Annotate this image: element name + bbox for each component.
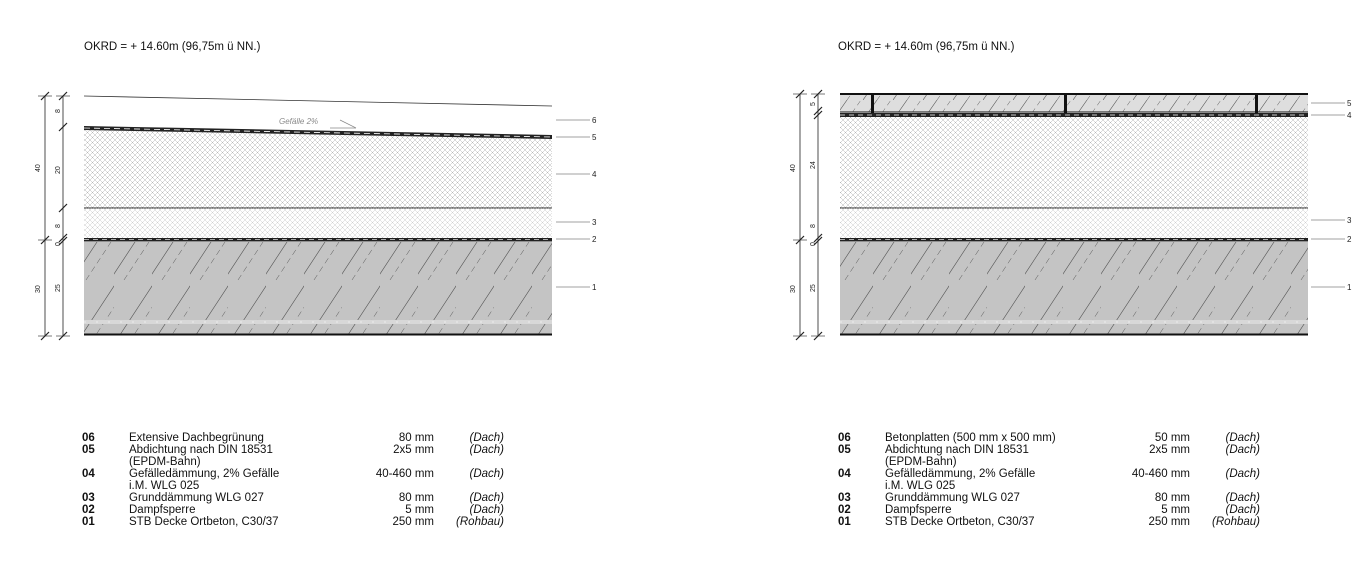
layer-label-4: 4 [592,170,597,179]
dim-inner-1: 8 [55,109,62,113]
layer-label-3: 3 [1347,216,1352,225]
dim-inner-2: 24 [810,161,817,169]
dim-inner-2: 20 [55,166,62,174]
legend-row: 04 Gefälledämmung, 2% Gefälle 40-460 mm (Da… [82,468,504,480]
dim-outer-2: 30 [790,285,797,293]
dim-inner-5: 25 [810,284,817,292]
layer-legend: 06 Betonplatten (500 mm x 500 mm) 50 mm (Da… [838,432,1358,528]
detail-green-roof: OKRD = + 14.60m (96,75m ü NN.) 40 30 8 2… [0,0,683,561]
dim-inner-4: 0 [810,242,817,246]
legend-row: 03 Grunddämmung WLG 027 80 mm (Dach) [82,492,504,504]
dim-inner-3: 8 [810,224,817,228]
dim-inner-5: 25 [55,284,62,292]
slope-note: Gefälle 2% [279,117,318,126]
layer-1-concrete-slab [840,242,1308,334]
okrd-title: OKRD = + 14.60m (96,75m ü NN.) [838,41,1015,53]
legend-row: 05 Abdichtung nach DIN 18531 2x5 mm (Dach) [838,444,1260,456]
roof-section-drawing: 40 30 8 20 8 0 25 Gefälle 2% [35,91,597,341]
layer-label-5: 5 [592,133,597,142]
dim-outer-1: 40 [790,164,797,172]
layer-4-insulation [84,130,552,208]
layer-1-concrete-slab [84,242,552,334]
okrd-title: OKRD = + 14.60m (96,75m ü NN.) [84,41,261,53]
legend-row: 04 Gefälledämmung, 2% Gefälle 40-460 mm (Da… [838,468,1260,480]
layer-4-insulation [840,117,1308,208]
legend-row: 05 Abdichtung nach DIN 18531 2x5 mm (Dach) [82,444,504,456]
dim-outer-1: 40 [35,164,42,172]
legend-row: 03 Grunddämmung WLG 027 80 mm (Dach) [838,492,1260,504]
legend-row: 02 Dampfsperre 5 mm (Dach) [82,504,504,516]
layer-label-3: 3 [592,218,597,227]
dimension-chain: 40 30 8 20 8 0 25 [35,91,70,341]
legend-row: 01 STB Decke Ortbeton, C30/37 250 mm (Rohba… [82,516,504,528]
legend-row-cont: (EPDM-Bahn) [885,456,957,468]
legend-row-cont: i.M. WLG 025 [129,480,200,492]
layer-label-5: 5 [1347,99,1352,108]
legend-row: 01 STB Decke Ortbeton, C30/37 250 mm (Rohba… [838,516,1260,528]
dim-inner-4: 0 [55,242,62,246]
legend-row: 06 Extensive Dachbegrünung 80 mm (Dach) [82,432,504,444]
layer-label-4: 4 [1347,111,1352,120]
dim-inner-3: 8 [55,224,62,228]
roof-section-drawing: 40 30 5 24 8 0 25 [790,89,1352,341]
layer-6-surface [83,95,553,107]
legend-row: 06 Betonplatten (500 mm x 500 mm) 50 mm (Da… [838,432,1260,444]
legend-row-cont: i.M. WLG 025 [885,480,956,492]
layer-5-concrete-pavers [840,94,1308,112]
legend-row-cont: (EPDM-Bahn) [129,456,201,468]
layer-label-2: 2 [1347,235,1352,244]
dim-inner-1: 5 [810,102,817,106]
layer-legend: 06 Extensive Dachbegrünung 80 mm (Dach) 05 A… [82,432,602,528]
legend-row: 02 Dampfsperre 5 mm (Dach) [838,504,1260,516]
layer-3-base-insulation [84,208,552,238]
layer-label-6: 6 [592,116,597,125]
layer-3-base-insulation [840,208,1308,238]
layer-label-2: 2 [592,235,597,244]
dimension-chain: 40 30 5 24 8 0 25 [790,89,825,341]
detail-paved-roof: OKRD = + 14.60m (96,75m ü NN.) 40 30 5 2… [683,0,1366,561]
layer-label-1: 1 [1347,283,1352,292]
dim-outer-2: 30 [35,285,42,293]
layer-label-1: 1 [592,283,597,292]
